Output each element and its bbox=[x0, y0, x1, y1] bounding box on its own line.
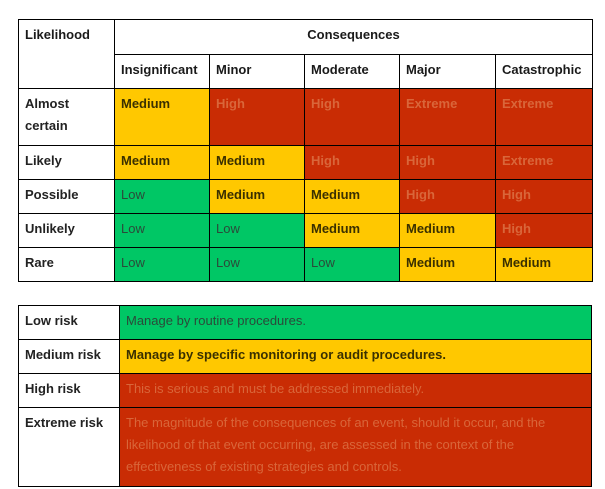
legend-description-low-risk: Manage by routine procedures. bbox=[119, 305, 592, 340]
column-header-insignificant: Insignificant bbox=[114, 54, 210, 89]
risk-cell: Medium bbox=[114, 145, 210, 180]
matrix-row-almost-certain: Almost certain Medium High High Extreme … bbox=[18, 88, 594, 146]
legend-description-high-risk: This is serious and must be addressed im… bbox=[119, 373, 592, 408]
risk-cell: High bbox=[494, 179, 594, 214]
legend-row-medium: Medium risk Manage by specific monitorin… bbox=[18, 339, 592, 374]
risk-cell: Medium bbox=[209, 179, 305, 214]
row-label-unlikely: Unlikely bbox=[18, 213, 115, 248]
risk-cell: Medium bbox=[399, 213, 496, 248]
consequence-columns-row: Insignificant Minor Moderate Major Catas… bbox=[19, 54, 594, 89]
consequences-header: Consequences bbox=[113, 19, 594, 55]
risk-cell: Medium bbox=[304, 213, 400, 248]
matrix-row-likely: Likely Medium Medium High High Extreme bbox=[18, 145, 594, 180]
legend-description-medium-risk: Manage by specific monitoring or audit p… bbox=[119, 339, 592, 374]
risk-cell: Medium bbox=[399, 247, 496, 282]
column-header-catastrophic: Catastrophic bbox=[494, 54, 594, 89]
row-label-rare: Rare bbox=[18, 247, 115, 282]
risk-cell: Extreme bbox=[494, 88, 594, 146]
risk-cell: Low bbox=[114, 247, 210, 282]
risk-cell: Low bbox=[209, 247, 305, 282]
column-header-minor: Minor bbox=[209, 54, 305, 89]
row-label-possible: Possible bbox=[18, 179, 115, 214]
column-header-major: Major bbox=[399, 54, 496, 89]
risk-cell: High bbox=[494, 213, 594, 248]
risk-cell: Medium bbox=[494, 247, 594, 282]
matrix-row-rare: Rare Low Low Low Medium Medium bbox=[18, 247, 594, 282]
column-header-moderate: Moderate bbox=[304, 54, 400, 89]
risk-cell: High bbox=[399, 145, 496, 180]
row-label-likely: Likely bbox=[18, 145, 115, 180]
risk-cell: High bbox=[304, 88, 400, 146]
risk-legend-table: Low risk Manage by routine procedures. M… bbox=[18, 305, 592, 487]
risk-matrix-table: Likelihood Consequences Insignificant Mi… bbox=[18, 19, 594, 282]
legend-label-extreme-risk: Extreme risk bbox=[18, 407, 120, 487]
matrix-row-unlikely: Unlikely Low Low Medium Medium High bbox=[18, 213, 594, 248]
risk-cell: Extreme bbox=[399, 88, 496, 146]
legend-label-low-risk: Low risk bbox=[18, 305, 120, 340]
risk-cell: High bbox=[304, 145, 400, 180]
legend-label-medium-risk: Medium risk bbox=[18, 339, 120, 374]
risk-cell: Low bbox=[304, 247, 400, 282]
risk-cell: High bbox=[399, 179, 496, 214]
risk-cell: Extreme bbox=[494, 145, 594, 180]
risk-cell: High bbox=[209, 88, 305, 146]
risk-cell: Low bbox=[114, 179, 210, 214]
legend-row-low: Low risk Manage by routine procedures. bbox=[18, 305, 592, 340]
row-label-almost-certain: Almost certain bbox=[18, 88, 115, 146]
risk-cell: Low bbox=[209, 213, 305, 248]
risk-cell: Medium bbox=[304, 179, 400, 214]
legend-description-extreme-risk: The magnitude of the consequences of an … bbox=[119, 407, 592, 487]
legend-row-extreme: Extreme risk The magnitude of the conseq… bbox=[18, 407, 592, 487]
matrix-header-row: Likelihood Consequences bbox=[18, 19, 594, 89]
matrix-row-possible: Possible Low Medium Medium High High bbox=[18, 179, 594, 214]
risk-cell: Low bbox=[114, 213, 210, 248]
legend-row-high: High risk This is serious and must be ad… bbox=[18, 373, 592, 408]
risk-cell: Medium bbox=[114, 88, 210, 146]
legend-label-high-risk: High risk bbox=[18, 373, 120, 408]
risk-cell: Medium bbox=[209, 145, 305, 180]
likelihood-header: Likelihood bbox=[18, 19, 115, 89]
